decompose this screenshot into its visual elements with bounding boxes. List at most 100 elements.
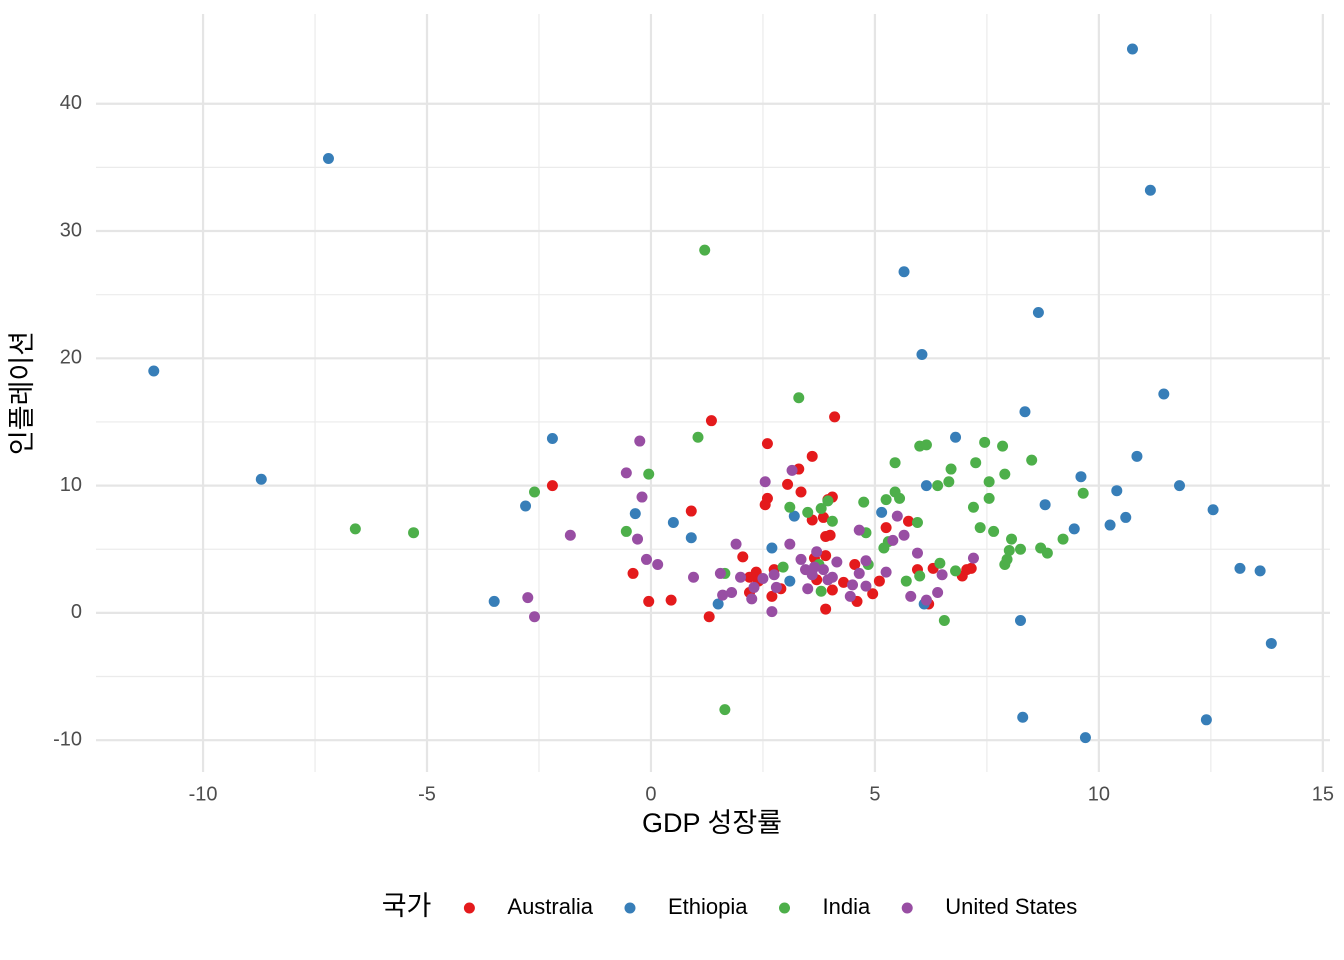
point bbox=[719, 704, 731, 716]
point bbox=[322, 152, 334, 164]
point bbox=[826, 584, 838, 596]
point bbox=[703, 611, 715, 623]
x-tick-label: 5 bbox=[869, 783, 880, 805]
point bbox=[632, 533, 644, 545]
point bbox=[824, 529, 836, 541]
point bbox=[1104, 519, 1116, 531]
point bbox=[831, 556, 843, 568]
point bbox=[636, 491, 648, 503]
point bbox=[766, 542, 778, 554]
point bbox=[1026, 454, 1038, 466]
point bbox=[1039, 499, 1051, 511]
point bbox=[620, 467, 632, 479]
point bbox=[1006, 533, 1018, 545]
point bbox=[911, 547, 923, 559]
point bbox=[905, 590, 917, 602]
point bbox=[983, 476, 995, 488]
point bbox=[817, 564, 829, 576]
point bbox=[1158, 388, 1170, 400]
point bbox=[564, 529, 576, 541]
point bbox=[148, 365, 160, 377]
point bbox=[685, 505, 697, 517]
point bbox=[822, 495, 834, 507]
x-axis-title: GDP 성장률 bbox=[642, 808, 782, 838]
point bbox=[714, 567, 726, 579]
point bbox=[1014, 615, 1026, 627]
point bbox=[529, 486, 541, 498]
point bbox=[943, 476, 955, 488]
legend-marker bbox=[624, 902, 636, 914]
point bbox=[1041, 547, 1053, 559]
point bbox=[782, 478, 794, 490]
point bbox=[932, 480, 944, 492]
point bbox=[1265, 637, 1277, 649]
legend-title: 국가 bbox=[382, 891, 432, 921]
point bbox=[640, 553, 652, 565]
point bbox=[522, 592, 534, 604]
point bbox=[730, 538, 742, 550]
x-tick-label: 15 bbox=[1312, 783, 1334, 805]
point bbox=[1120, 511, 1132, 523]
point bbox=[820, 603, 832, 615]
point bbox=[880, 566, 892, 578]
point bbox=[829, 411, 841, 423]
point bbox=[849, 559, 861, 571]
point bbox=[520, 500, 532, 512]
point bbox=[1068, 523, 1080, 535]
point bbox=[894, 492, 906, 504]
point bbox=[880, 494, 892, 506]
point bbox=[795, 553, 807, 565]
legend-label: Ethiopia bbox=[668, 894, 748, 919]
point bbox=[488, 595, 500, 607]
grid bbox=[96, 14, 1330, 772]
point bbox=[770, 581, 782, 593]
point bbox=[979, 436, 991, 448]
point bbox=[408, 527, 420, 539]
point bbox=[997, 440, 1009, 452]
x-tick-label: -10 bbox=[189, 783, 218, 805]
point bbox=[1207, 504, 1219, 516]
point bbox=[748, 581, 760, 593]
point bbox=[627, 567, 639, 579]
point bbox=[692, 431, 704, 443]
point bbox=[860, 555, 872, 567]
point bbox=[815, 503, 827, 515]
legend-marker bbox=[901, 902, 913, 914]
point bbox=[652, 559, 664, 571]
y-tick-label: 0 bbox=[71, 601, 82, 623]
point bbox=[643, 468, 655, 480]
point bbox=[620, 525, 632, 537]
y-tick-label: 40 bbox=[60, 92, 82, 114]
point bbox=[1174, 480, 1186, 492]
point bbox=[873, 575, 885, 587]
point bbox=[761, 438, 773, 450]
point bbox=[802, 583, 814, 595]
point bbox=[761, 492, 773, 504]
point bbox=[916, 348, 928, 360]
point bbox=[786, 464, 798, 476]
point bbox=[898, 529, 910, 541]
legend-label: Australia bbox=[507, 894, 593, 919]
point bbox=[858, 496, 870, 508]
point bbox=[853, 524, 865, 536]
point bbox=[1017, 711, 1029, 723]
point bbox=[826, 515, 838, 527]
point bbox=[667, 517, 679, 529]
point bbox=[950, 565, 962, 577]
point bbox=[529, 611, 541, 623]
point bbox=[688, 571, 700, 583]
point bbox=[717, 589, 729, 601]
legend: 국가 Australia Ethiopia India United States bbox=[382, 891, 1078, 921]
point bbox=[932, 587, 944, 599]
point bbox=[788, 510, 800, 522]
legend-label: United States bbox=[945, 894, 1077, 919]
legend-marker bbox=[463, 902, 475, 914]
point bbox=[1019, 406, 1031, 418]
point bbox=[766, 606, 778, 618]
point bbox=[826, 571, 838, 583]
point bbox=[1200, 714, 1212, 726]
point bbox=[768, 569, 780, 581]
point bbox=[867, 588, 879, 600]
point bbox=[876, 506, 888, 518]
